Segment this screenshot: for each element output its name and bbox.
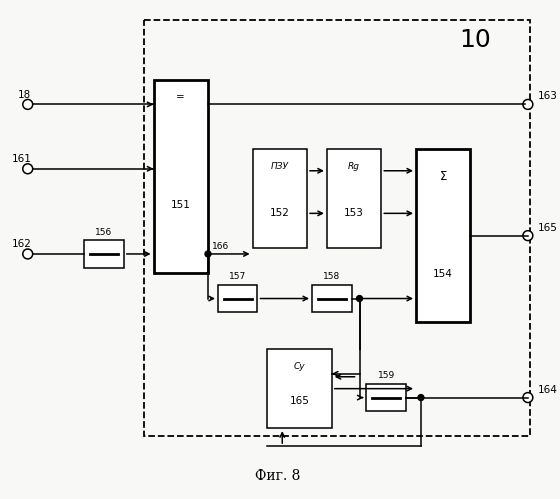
Text: 156: 156 [95,228,113,237]
Text: ПЗУ: ПЗУ [271,162,289,171]
Bar [253,149,307,248]
Text: 154: 154 [433,269,453,279]
Text: Σ: Σ [440,170,447,183]
Text: =: = [176,92,185,102]
Text: 159: 159 [377,371,395,380]
Circle shape [523,99,533,109]
Bar [327,149,381,248]
Text: Rg: Rg [348,162,360,171]
Text: 161: 161 [12,154,32,164]
Text: 152: 152 [270,209,290,219]
Text: 18: 18 [18,89,31,99]
Circle shape [523,231,533,241]
Text: Фиг. 8: Фиг. 8 [255,469,300,483]
Text: 163: 163 [538,91,558,101]
Bar [312,284,352,312]
Text: 164: 164 [538,385,558,395]
Circle shape [523,393,533,403]
Text: 166: 166 [212,242,229,250]
Circle shape [205,251,211,257]
Bar [268,349,332,428]
Text: 165: 165 [538,223,558,233]
Circle shape [23,164,32,174]
Text: 157: 157 [229,272,246,281]
Text: 153: 153 [344,209,364,219]
Circle shape [357,295,362,301]
Text: 151: 151 [171,200,191,210]
Circle shape [23,99,32,109]
Circle shape [418,395,424,401]
Text: 162: 162 [12,239,32,249]
Bar [143,20,530,436]
Text: 10: 10 [460,28,491,52]
Bar [416,149,470,322]
Bar [366,384,406,412]
Bar [84,240,124,268]
Circle shape [23,249,32,259]
Bar [153,80,208,273]
Text: Cy: Cy [294,362,305,371]
Text: 165: 165 [290,396,310,406]
Text: 158: 158 [323,272,340,281]
Bar [218,284,258,312]
